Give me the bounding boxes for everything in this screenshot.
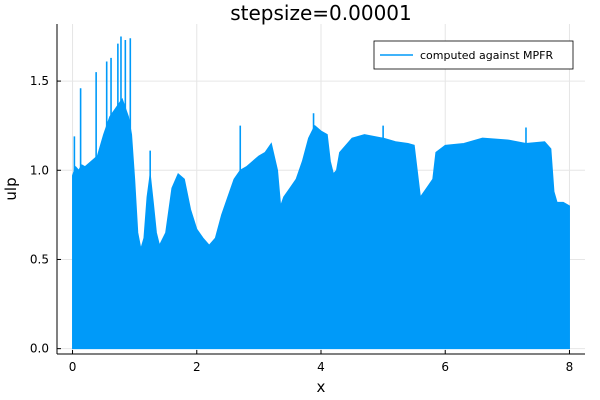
y-axis-label: ulp [2, 177, 20, 200]
chart-title: stepsize=0.00001 [230, 1, 412, 25]
y-tick-label: 1.5 [30, 74, 49, 88]
y-tick-label: 1.0 [30, 163, 49, 177]
x-tick-label: 8 [566, 360, 574, 374]
x-tick-label: 6 [441, 360, 449, 374]
legend-label: computed against MPFR [420, 49, 553, 62]
x-axis-label: x [317, 378, 326, 396]
x-tick-label: 2 [193, 360, 201, 374]
plot-area [72, 36, 570, 350]
ticks: 0 2 4 6 8 0.0 0.5 1.0 1.5 [30, 74, 573, 374]
legend: computed against MPFR [373, 40, 574, 70]
x-tick-label: 4 [317, 360, 325, 374]
y-tick-label: 0.5 [30, 252, 49, 266]
x-tick-label: 0 [69, 360, 77, 374]
y-tick-label: 0.0 [30, 342, 49, 356]
